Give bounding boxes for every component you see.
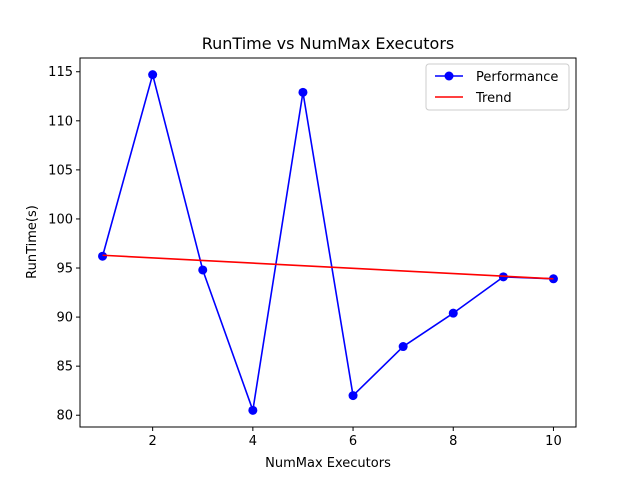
y-tick-label: 90 — [56, 311, 73, 326]
plot-frame — [79, 57, 577, 428]
data-point-performance — [98, 251, 108, 261]
data-point-performance — [348, 391, 358, 401]
x-tick-label: 6 — [349, 434, 357, 449]
data-point-performance — [398, 342, 408, 352]
chart-title: RunTime vs NumMax Executors — [202, 34, 455, 53]
series-line-trend — [102, 254, 554, 280]
data-point-performance — [548, 274, 558, 284]
data-point-performance — [148, 70, 158, 80]
y-tick-label: 100 — [48, 212, 73, 227]
y-tick-label: 105 — [48, 163, 73, 178]
legend: Performance Trend — [425, 63, 570, 111]
series-line-performance — [101, 73, 554, 412]
legend-marker-performance — [444, 71, 454, 81]
data-point-performance — [248, 405, 258, 415]
data-point-performance — [198, 265, 208, 275]
x-tick-label: 10 — [545, 434, 562, 449]
data-point-performance — [448, 308, 458, 318]
x-tick-label: 8 — [449, 434, 457, 449]
x-axis: 2 4 6 8 10 — [149, 427, 562, 449]
legend-label-trend: Trend — [475, 91, 512, 106]
series-layer — [98, 70, 558, 415]
data-point-performance — [298, 87, 308, 97]
x-tick-label: 4 — [249, 434, 257, 449]
y-tick-label: 85 — [56, 360, 73, 375]
legend-label-performance: Performance — [476, 70, 558, 85]
y-tick-label: 80 — [56, 409, 73, 424]
y-tick-label: 115 — [48, 65, 73, 80]
y-tick-label: 110 — [48, 114, 73, 129]
x-tick-label: 2 — [149, 434, 157, 449]
y-tick-label: 95 — [56, 262, 73, 277]
plot-area — [79, 57, 577, 428]
x-axis-title: NumMax Executors — [265, 456, 391, 471]
y-axis-title: RunTime(s) — [25, 205, 40, 279]
y-axis: 80 85 90 95 100 105 110 115 — [48, 65, 80, 424]
